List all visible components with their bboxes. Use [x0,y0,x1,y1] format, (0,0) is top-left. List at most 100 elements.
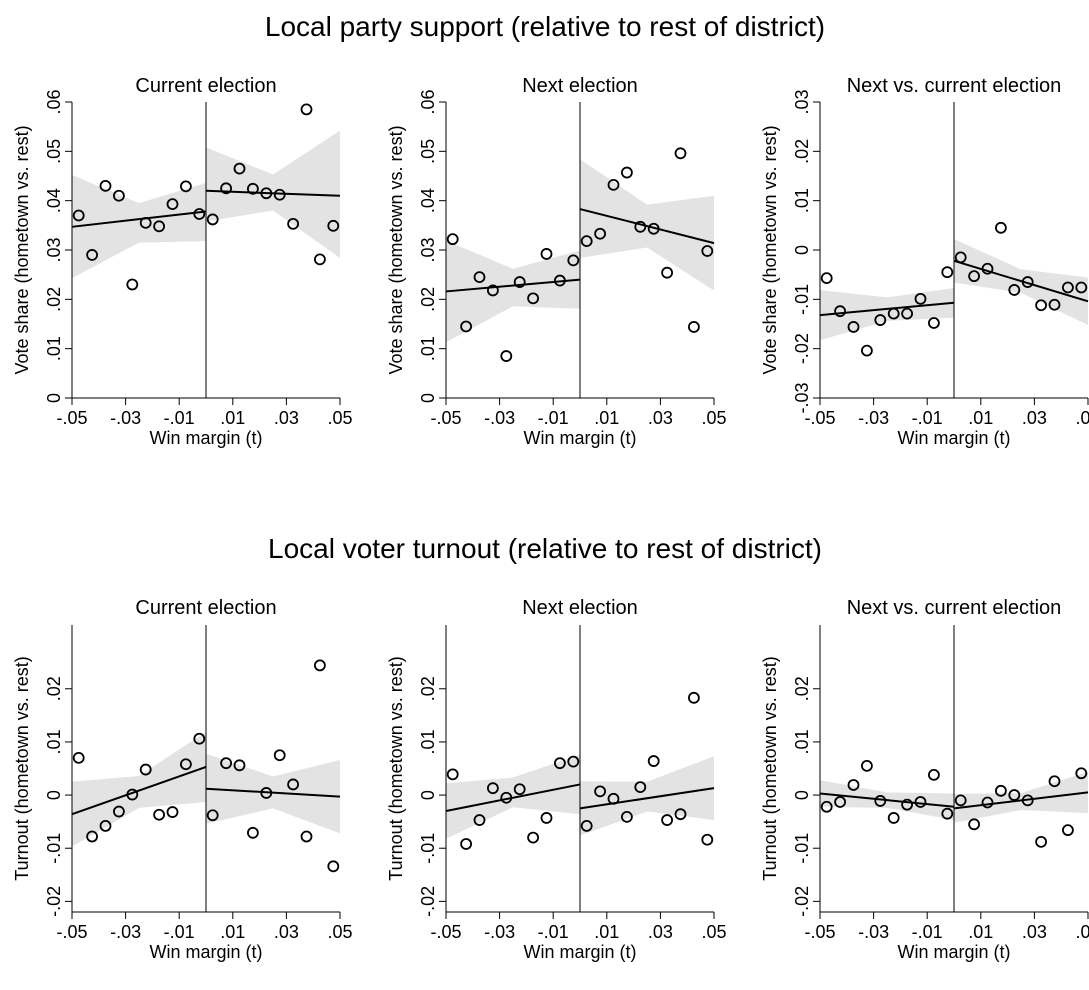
data-point [874,314,887,326]
ci-band-right [580,159,714,291]
x-tick-label: .03 [648,922,673,942]
y-tick-label: .02 [418,287,438,312]
data-point [634,220,647,233]
data-point [554,757,566,770]
y-axis-label: Turnout (hometown vs. rest) [12,656,32,880]
x-tick-label: -.03 [484,922,515,942]
y-tick-label: .02 [418,676,438,701]
x-tick-label: .01 [594,408,619,428]
data-point [126,278,139,291]
data-point [847,779,860,791]
y-tick-label: .01 [792,188,812,213]
ci-band-left [446,754,580,839]
data-point [621,166,633,179]
data-point [273,749,286,762]
y-axis-label: Vote share (hometown vs. rest) [386,125,406,374]
y-tick-label: .01 [792,729,812,754]
data-point [995,784,1007,797]
data-point [473,814,486,826]
data-point [99,820,112,832]
x-tick-label: -.05 [56,408,87,428]
data-point [300,103,313,116]
data-point [688,321,700,333]
data-point [1021,794,1034,807]
data-point [1075,281,1088,294]
y-tick-label: .04 [44,188,64,213]
ci-band-left [446,240,580,343]
data-point [287,778,300,791]
data-point [500,350,513,362]
y-tick-label: .01 [44,729,64,754]
data-point [220,757,233,770]
x-tick-label: -.05 [56,922,87,942]
y-tick-label: .02 [792,676,812,701]
data-point [166,198,179,211]
panel-title: Next vs. current election [847,75,1062,97]
y-axis-label: Turnout (hometown vs. rest) [386,656,406,880]
data-point [327,219,340,232]
x-tick-label: .05 [1075,408,1089,428]
x-tick-label: .03 [648,408,673,428]
data-point [914,292,927,305]
fit-line-left [71,210,207,228]
x-axis-label: Win margin (t) [149,428,262,448]
data-point [567,254,580,267]
x-tick-label: -.05 [430,922,461,942]
data-point [166,806,179,818]
data-point [1035,835,1047,848]
data-point [193,208,206,220]
panel-title: Next election [522,75,638,97]
y-axis-label: Vote share (hometown vs. rest) [12,125,32,374]
data-point [954,251,967,264]
data-point [206,809,219,822]
y-tick-label: .02 [44,676,64,701]
data-point [661,814,673,826]
x-tick-label: .03 [274,408,299,428]
data-point [460,838,473,850]
y-axis-label: Turnout (hometown vs. rest) [760,656,780,880]
y-tick-label: -.02 [44,886,64,917]
data-point [126,788,139,801]
x-tick-label: .05 [327,922,352,942]
data-point [901,307,913,320]
y-tick-label: .05 [44,139,64,164]
data-point [1062,824,1074,837]
y-tick-label: 0 [44,393,64,403]
y-tick-label: .02 [792,139,812,164]
panel-5: Next vs. current election -.05 -.03 -.01 .01… [760,597,1089,962]
y-tick-label: -.01 [418,833,438,864]
data-point [473,271,486,284]
data-point [701,245,714,257]
fit-line-right [953,791,1089,810]
data-point [887,812,900,824]
data-point [233,162,246,175]
y-tick-label: .06 [44,89,64,114]
data-point [513,276,526,288]
fit-line-left [71,765,207,816]
data-point [928,317,940,329]
data-point [72,209,85,222]
data-point [287,217,300,230]
x-tick-label: -.03 [110,922,141,942]
data-point [153,220,166,233]
y-tick-label: .01 [418,729,438,754]
x-tick-label: .01 [220,408,245,428]
data-point [887,307,900,320]
data-point [460,320,473,333]
panel-4: Next election -.05 -.03 -.01 .01 .03 .05 -.02 -.… [386,597,727,962]
data-point [153,808,166,821]
panel-title: Current election [135,597,276,619]
data-point [206,213,219,226]
y-tick-label: .02 [44,287,64,312]
y-tick-label: .04 [418,188,438,213]
y-tick-label: 0 [418,790,438,800]
data-point [580,820,593,832]
ci-band-right [580,756,714,836]
x-tick-label: .01 [220,922,245,942]
fit-line-right [205,787,341,798]
x-tick-label: -.03 [858,408,889,428]
data-point [540,812,553,824]
data-point [313,659,326,672]
data-point [834,796,846,808]
data-point [607,178,620,191]
